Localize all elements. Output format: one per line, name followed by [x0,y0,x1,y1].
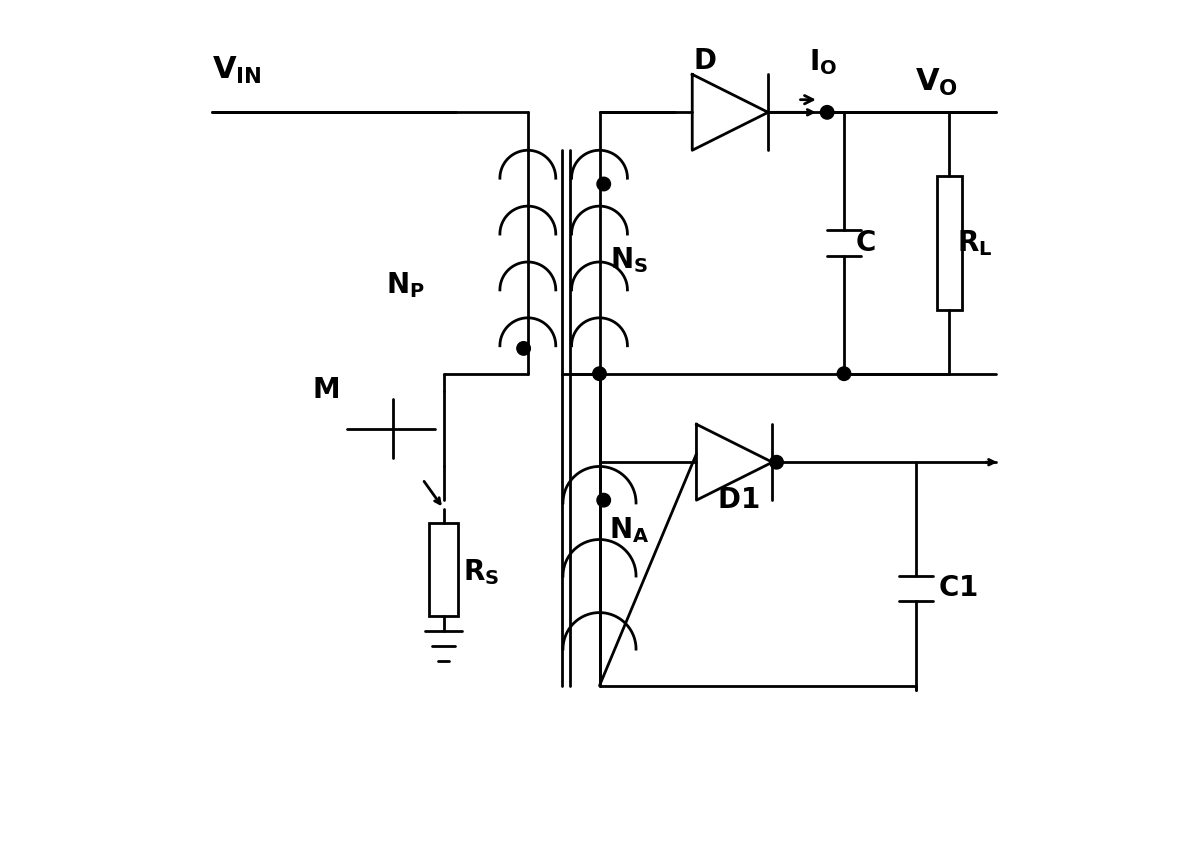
Text: $\mathbf{N_{S}}$: $\mathbf{N_{S}}$ [610,245,649,275]
Circle shape [837,367,851,381]
Circle shape [517,342,530,355]
Text: $\mathbf{C1}$: $\mathbf{C1}$ [938,575,977,602]
Text: $\mathbf{C}$: $\mathbf{C}$ [855,230,875,256]
Circle shape [597,494,610,506]
Text: $\mathbf{I_{O}}$: $\mathbf{I_{O}}$ [809,47,837,76]
Text: $\mathbf{V_{O}}$: $\mathbf{V_{O}}$ [915,67,958,99]
Text: $\mathbf{D}$: $\mathbf{D}$ [693,48,717,75]
Circle shape [597,177,610,191]
Text: $\mathbf{R_{S}}$: $\mathbf{R_{S}}$ [463,557,500,587]
Text: $\mathbf{V_{IN}}$: $\mathbf{V_{IN}}$ [212,55,261,86]
FancyBboxPatch shape [429,524,458,616]
Text: $\mathbf{M}$: $\mathbf{M}$ [312,377,339,404]
Circle shape [820,105,833,119]
Text: $\mathbf{N_{A}}$: $\mathbf{N_{A}}$ [609,515,650,544]
FancyBboxPatch shape [936,176,962,310]
Text: $\mathbf{N_{P}}$: $\mathbf{N_{P}}$ [386,270,424,300]
Circle shape [770,455,783,469]
Text: $\mathbf{R_{L}}$: $\mathbf{R_{L}}$ [957,228,993,258]
Text: $\mathbf{D1}$: $\mathbf{D1}$ [717,487,760,513]
Circle shape [592,367,607,381]
